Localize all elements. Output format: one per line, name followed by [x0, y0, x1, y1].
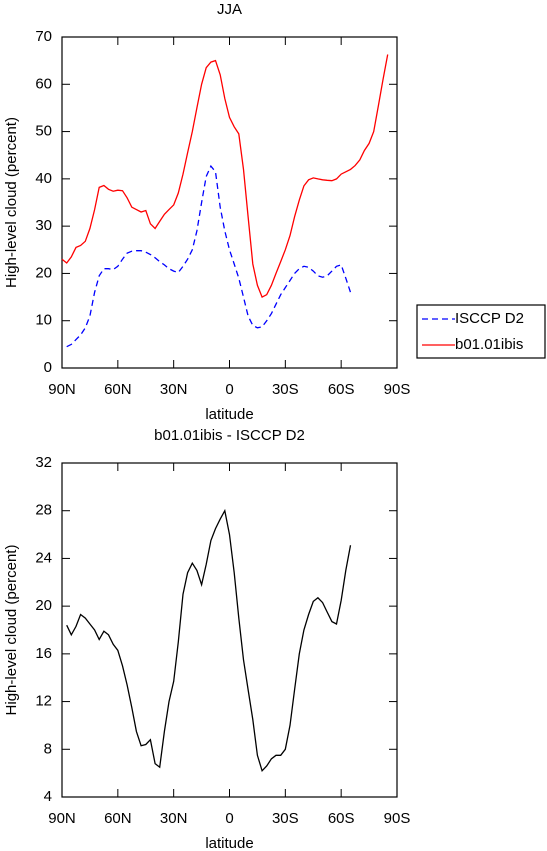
x-tick-label: 90N — [48, 810, 76, 827]
y-tick-label: 50 — [35, 123, 52, 140]
chart-title: JJA — [217, 1, 242, 18]
x-tick-label: 30S — [272, 381, 299, 398]
y-axis-label: High-level cloud (percent) — [3, 117, 20, 288]
x-tick-label: 60S — [328, 810, 355, 827]
x-tick-label: 60S — [328, 381, 355, 398]
y-tick-label: 40 — [35, 170, 52, 187]
x-tick-label: 30N — [160, 810, 188, 827]
chart-title: b01.01ibis - ISCCP D2 — [154, 427, 305, 444]
x-tick-label: 30S — [272, 810, 299, 827]
series-line — [66, 508, 352, 773]
y-tick-label: 24 — [35, 549, 52, 566]
plot-frame — [61, 462, 398, 798]
y-tick-label: 8 — [44, 740, 52, 757]
y-tick-label: 32 — [35, 454, 52, 471]
y-tick-label: 60 — [35, 75, 52, 92]
y-tick-label: 70 — [35, 28, 52, 45]
x-tick-label: 90S — [384, 810, 411, 827]
x-tick-label: 60N — [104, 381, 132, 398]
y-tick-label: 20 — [35, 264, 52, 281]
x-tick-label: 90S — [384, 381, 411, 398]
y-tick-label: 16 — [35, 645, 52, 662]
x-axis-label: latitude — [205, 406, 253, 423]
y-tick-label: 0 — [44, 359, 52, 376]
y-axis-label: High-level cloud (percent) — [3, 545, 20, 716]
y-tick-label: 20 — [35, 597, 52, 614]
x-tick-label: 0 — [225, 381, 233, 398]
x-tick-label: 60N — [104, 810, 132, 827]
y-tick-label: 30 — [35, 217, 52, 234]
plot-frame — [61, 36, 398, 369]
legend-label: b01.01ibis — [455, 336, 523, 353]
series-line — [61, 54, 389, 299]
y-tick-label: 4 — [44, 788, 52, 805]
x-axis-label: latitude — [205, 835, 253, 851]
x-tick-label: 90N — [48, 381, 76, 398]
series-line — [66, 164, 352, 348]
legend-label: ISCCP D2 — [455, 310, 524, 327]
x-tick-label: 30N — [160, 381, 188, 398]
y-tick-label: 10 — [35, 312, 52, 329]
legend-box — [416, 304, 546, 359]
y-tick-label: 28 — [35, 502, 52, 519]
x-tick-label: 0 — [225, 810, 233, 827]
y-tick-label: 12 — [35, 693, 52, 710]
